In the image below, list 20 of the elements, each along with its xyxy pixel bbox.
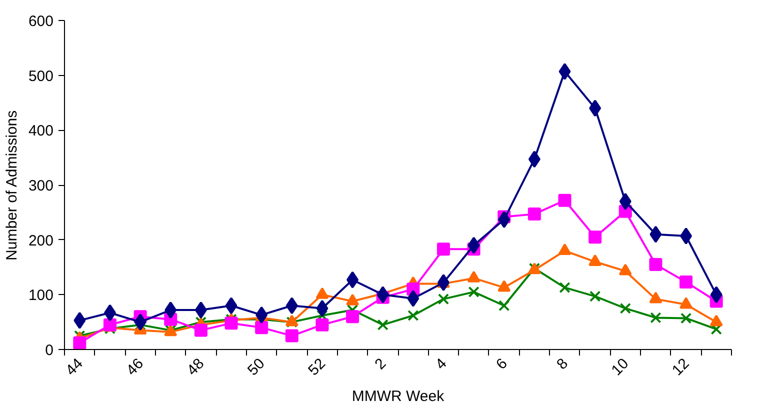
y-tick-label: 100 [28, 287, 54, 304]
x-tick-label: 50 [244, 355, 268, 380]
x-tick-label: 10 [608, 355, 632, 380]
x-tick-label: 12 [668, 355, 693, 380]
x-tick-label: 48 [184, 355, 208, 380]
y-tick-label: 600 [28, 13, 54, 30]
y-tick-label: 400 [28, 122, 54, 140]
x-tick-label: 2 [372, 355, 390, 374]
y-tick-label: 200 [28, 232, 54, 250]
y-tick-label: 500 [28, 68, 54, 85]
x-tick-label: 46 [123, 355, 148, 380]
x-tick-label: 52 [305, 355, 329, 380]
x-tick-label: 6 [492, 355, 511, 374]
y-axis-title: Number of Admissions [3, 110, 20, 260]
y-tick-label: 0 [45, 342, 54, 359]
y-tick-label: 300 [28, 178, 54, 194]
x-tick-label: 44 [62, 355, 86, 380]
x-tick-label: 8 [554, 355, 572, 374]
x-tick-label: 4 [432, 355, 450, 374]
x-axis-title: MMWR Week [352, 388, 445, 406]
